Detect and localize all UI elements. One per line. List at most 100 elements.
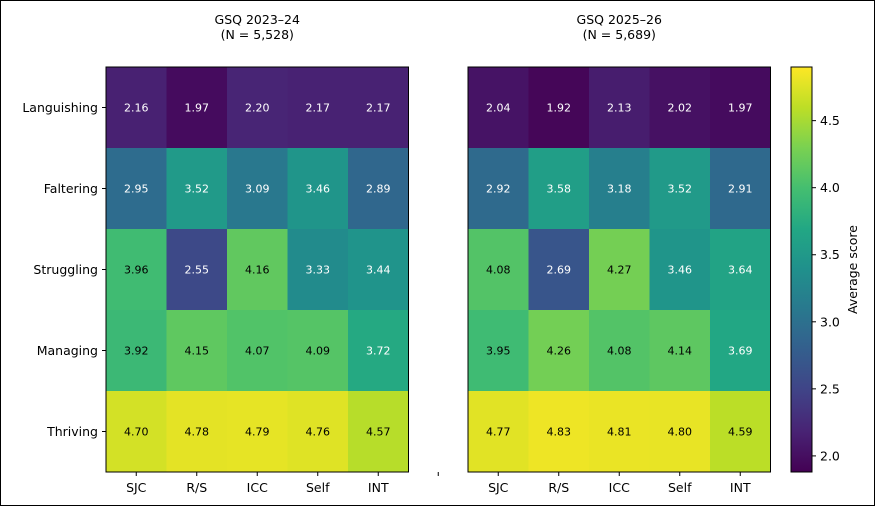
heatmap-cell — [649, 148, 711, 230]
heatmap-cell — [710, 229, 771, 311]
heatmap-cell — [287, 310, 349, 392]
heatmap-cell — [287, 229, 349, 311]
heatmap-cell — [710, 148, 771, 230]
y-tick-label: Struggling — [33, 262, 98, 277]
panel-subtitle-1: (N = 5,528) — [221, 27, 294, 42]
panel-title-1: GSQ 2023–24 — [215, 12, 300, 27]
cell-value-label: 2.17 — [366, 102, 391, 115]
heatmap-cell — [468, 391, 529, 473]
cell-value-label: 3.64 — [728, 264, 753, 277]
cell-value-label: 2.16 — [124, 102, 149, 115]
cell-value-label: 2.92 — [486, 183, 511, 196]
y-tick-label: Faltering — [44, 181, 98, 196]
y-tick-label: Thriving — [46, 424, 98, 439]
panel-subtitle-2: (N = 5,689) — [583, 27, 656, 42]
cell-value-label: 4.78 — [185, 426, 210, 439]
cell-value-label: 2.20 — [245, 102, 270, 115]
x-tick-label: ICC — [247, 480, 268, 495]
heatmap-cells: 2.16 1.97 2.20 2.17 2.17 2.95 3.52 3.09 3.46 2.89… — [106, 67, 771, 473]
cell-value-label: 4.81 — [607, 426, 632, 439]
cell-value-label: 3.46 — [668, 264, 693, 277]
cell-value-label: 3.44 — [366, 264, 391, 277]
x-tick-label: SJC — [126, 480, 147, 495]
y-tick-label: Languishing — [22, 100, 98, 115]
cell-value-label: 3.52 — [185, 183, 210, 196]
colorbar-tick-label: 3.5 — [820, 247, 840, 262]
heatmap-cell — [528, 67, 590, 149]
x-tick-label: INT — [730, 480, 751, 495]
x-tick-label: Self — [668, 480, 692, 495]
heatmap-cell — [227, 391, 288, 473]
heatmap-cell — [227, 67, 288, 149]
cell-value-label: 2.91 — [728, 183, 753, 196]
cell-value-label: 4.70 — [124, 426, 149, 439]
heatmap-cell — [348, 310, 409, 392]
cell-value-label: 4.07 — [245, 345, 270, 358]
heatmap-cell — [166, 310, 228, 392]
heatmap-cell — [468, 67, 529, 149]
heatmap-cell — [106, 391, 167, 473]
heatmap-cell — [468, 148, 529, 230]
colorbar-tick-label: 4.5 — [820, 113, 840, 128]
heatmap-cell — [166, 391, 228, 473]
x-tick-label: Self — [306, 480, 330, 495]
heatmap-cell — [649, 391, 711, 473]
y-axis: Languishing Faltering Struggling Managing Th… — [22, 100, 106, 439]
colorbar: 2.0 2.5 3.0 3.5 4.0 4.5 Average score — [790, 66, 860, 473]
heatmap-cell — [468, 310, 529, 392]
colorbar-tick-label: 3.0 — [820, 314, 840, 329]
x-tick-label: R/S — [186, 480, 207, 495]
cell-value-label: 4.59 — [728, 426, 753, 439]
y-tick-label: Managing — [37, 343, 98, 358]
cell-value-label: 3.52 — [668, 183, 693, 196]
cell-value-label: 4.57 — [366, 426, 391, 439]
cell-value-label: 2.02 — [668, 102, 693, 115]
heatmap-cell — [106, 229, 167, 311]
x-tick-label: SJC — [488, 480, 509, 495]
heatmap-cell — [106, 148, 167, 230]
heatmap-cell — [287, 148, 349, 230]
heatmap-cell — [589, 148, 650, 230]
colorbar-label: Average score — [845, 225, 860, 314]
heatmap-cell — [528, 310, 590, 392]
heatmap-cell — [710, 310, 771, 392]
cell-value-label: 3.58 — [547, 183, 572, 196]
heatmap-cell — [348, 67, 409, 149]
cell-value-label: 2.04 — [486, 102, 511, 115]
heatmap-cell — [106, 67, 167, 149]
cell-value-label: 4.80 — [668, 426, 693, 439]
cell-value-label: 2.13 — [607, 102, 632, 115]
heatmap-cell — [348, 148, 409, 230]
cell-value-label: 2.17 — [306, 102, 331, 115]
cell-value-label: 2.89 — [366, 183, 391, 196]
heatmap-cell — [166, 148, 228, 230]
heatmap-cell — [528, 148, 590, 230]
panel-titles: GSQ 2023–24(N = 5,528) GSQ 2025–26(N = 5,… — [215, 12, 662, 42]
heatmap-cell — [528, 391, 590, 473]
cell-value-label: 1.97 — [728, 102, 753, 115]
heatmap-cell — [348, 391, 409, 473]
heatmap-cell — [710, 67, 771, 149]
heatmap-cell — [649, 310, 711, 392]
cell-value-label: 4.08 — [607, 345, 632, 358]
cell-value-label: 3.96 — [124, 264, 149, 277]
cell-value-label: 4.79 — [245, 426, 270, 439]
heatmap-cell — [287, 391, 349, 473]
cell-value-label: 4.16 — [245, 264, 270, 277]
x-tick-label: R/S — [548, 480, 569, 495]
colorbar-tick-label: 4.0 — [820, 180, 840, 195]
cell-value-label: 4.09 — [306, 345, 331, 358]
cell-value-label: 3.92 — [124, 345, 149, 358]
heatmap-cell — [227, 310, 288, 392]
cell-value-label: 4.14 — [668, 345, 693, 358]
cell-value-label: 3.09 — [245, 183, 270, 196]
x-axis: SJC R/S ICC Self INT SJC R/S ICC Self INT — [126, 472, 751, 495]
cell-value-label: 3.95 — [486, 345, 511, 358]
heatmap-cell — [348, 229, 409, 311]
heatmap-cell — [106, 310, 167, 392]
heatmap-cell — [227, 229, 288, 311]
x-tick-label: INT — [368, 480, 389, 495]
heatmap-cell — [589, 229, 650, 311]
